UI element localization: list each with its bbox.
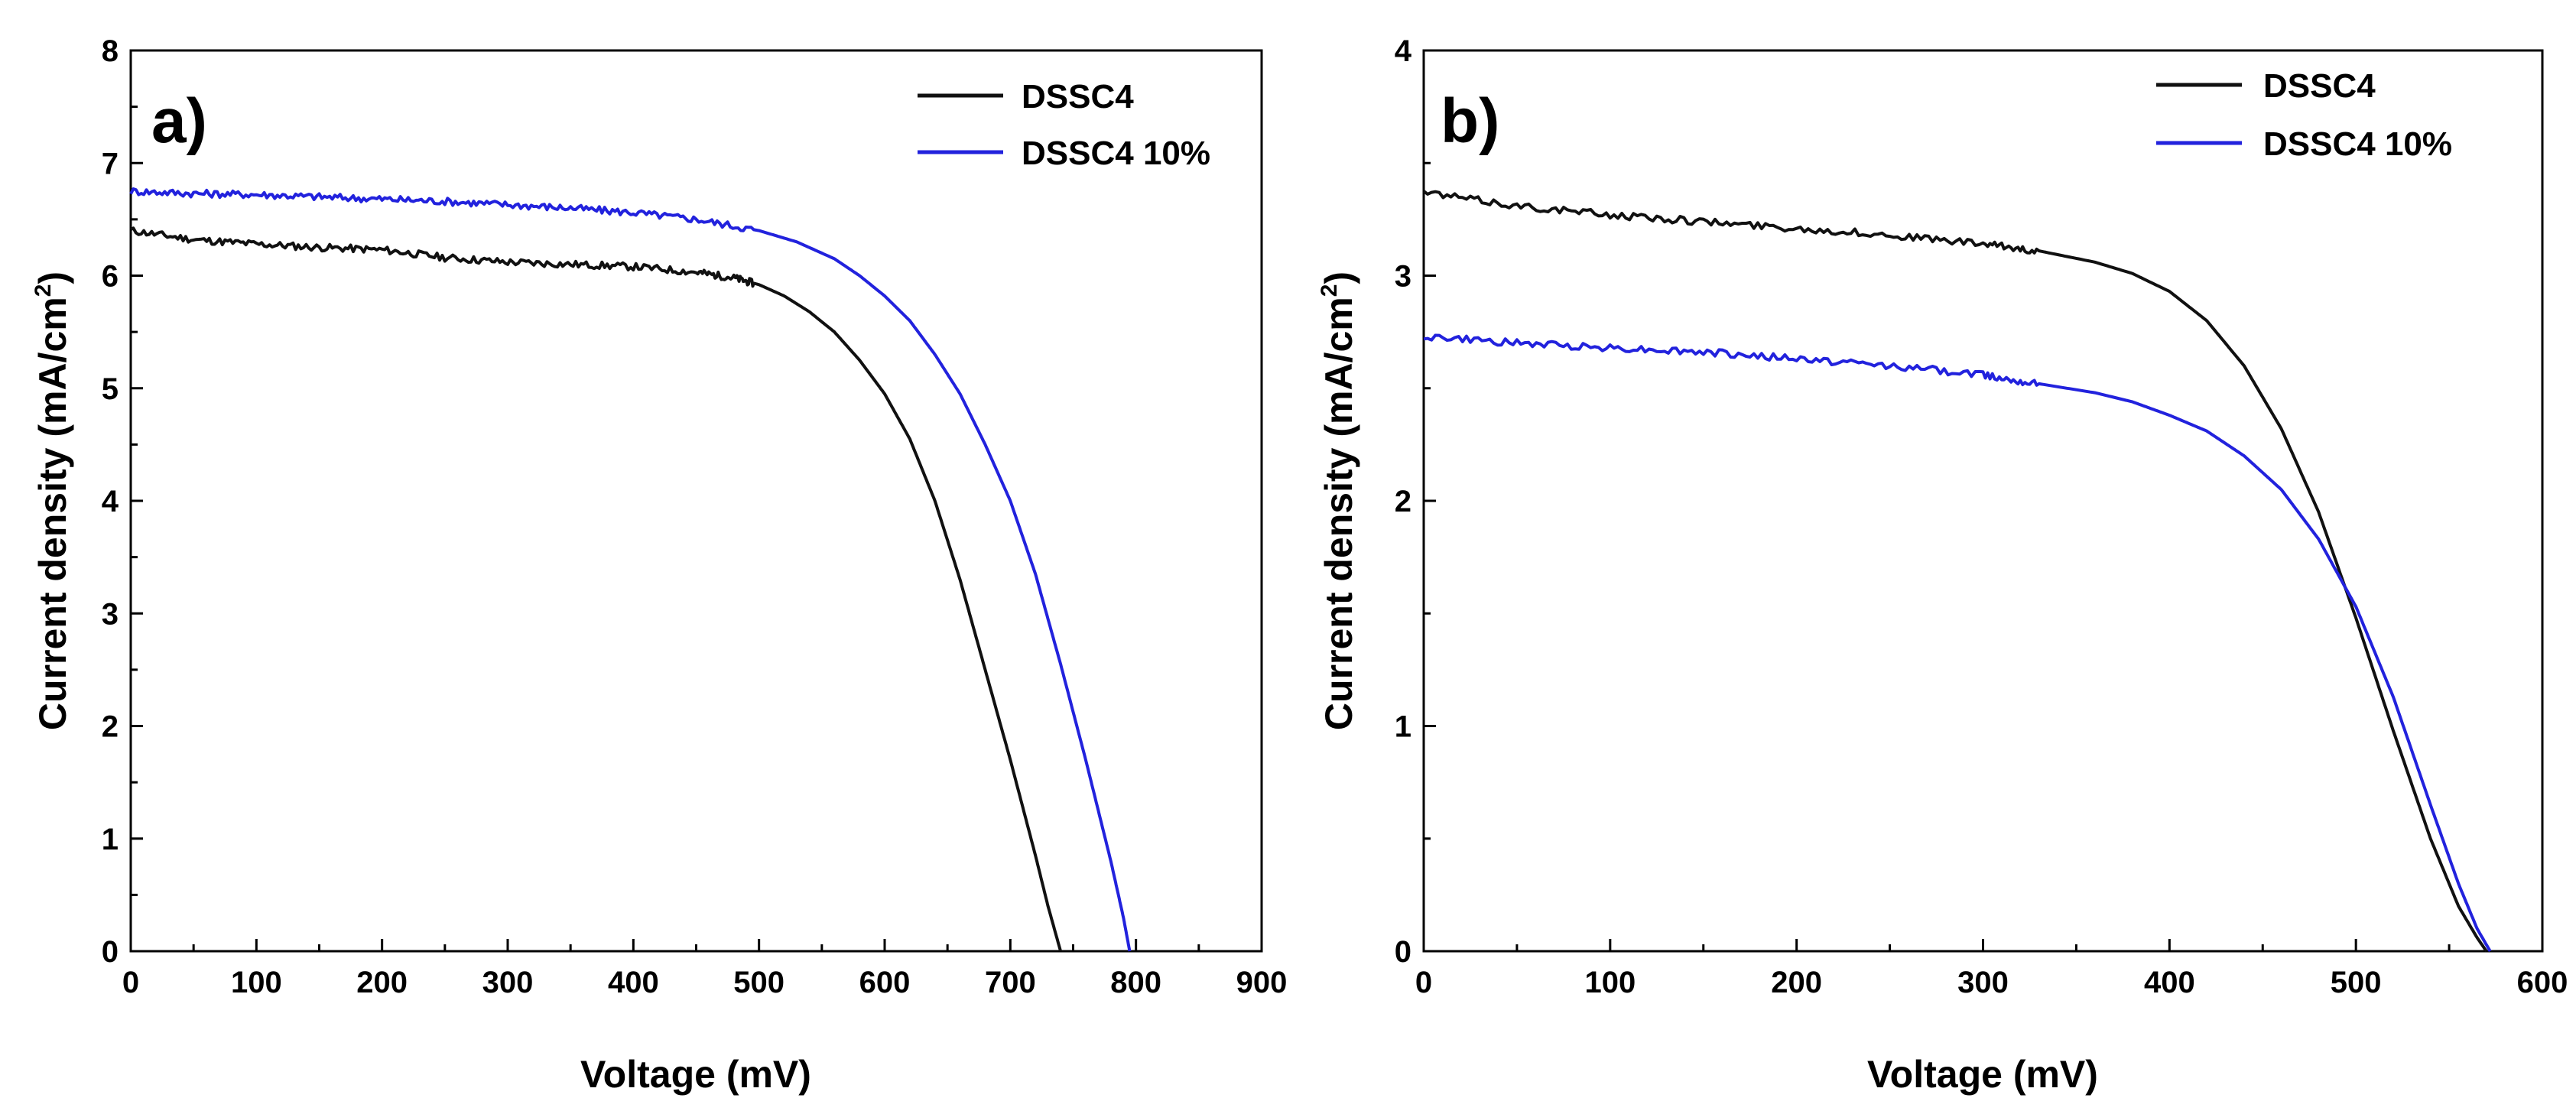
y-axis-title-text: Current density (mA/cm — [31, 297, 74, 730]
y-tick-layer: 0 1 2 3 4 — [1395, 34, 1436, 969]
y-tick-layer: 0 1 2 3 4 5 6 7 8 — [102, 34, 143, 969]
legend-label-dssc4-10: DSSC4 10% — [2263, 125, 2452, 163]
y-tick-label: 3 — [102, 597, 119, 631]
panel-label: b) — [1441, 86, 1499, 156]
y-tick-label: 8 — [102, 34, 119, 68]
legend: DSSC4 DSSC4 10% — [918, 78, 1210, 172]
x-tick-label: 400 — [2144, 966, 2195, 999]
y-tick-label: 2 — [1395, 485, 1411, 518]
panel-label: a) — [151, 86, 207, 156]
plot-frame — [129, 49, 1263, 953]
legend-label-dssc4: DSSC4 — [1022, 78, 1134, 115]
y-tick-label: 1 — [1395, 710, 1411, 744]
series-line-dssc4 — [130, 226, 1063, 952]
x-axis-title: Voltage (mV) — [580, 1053, 811, 1096]
y-tick-label: 7 — [102, 147, 119, 180]
chart-a: 0 100 200 300 400 500 600 700 800 900 0 1 2 3 4 5 6 7 8 a… — [31, 34, 1287, 1096]
y-axis-title: Current density (mA/cm2) — [1317, 271, 1360, 730]
y-axis-title-close: ) — [31, 271, 74, 284]
x-tick-label: 200 — [356, 966, 408, 999]
x-tick-label: 500 — [2331, 966, 2382, 999]
y-tick-label: 0 — [102, 935, 119, 969]
y-tick-label: 3 — [1395, 260, 1411, 294]
x-axis-title: Voltage (mV) — [1867, 1053, 2098, 1096]
x-tick-label: 400 — [608, 966, 659, 999]
y-axis-title-close: ) — [1317, 271, 1360, 284]
legend: DSSC4 DSSC4 10% — [2156, 67, 2452, 163]
legend-label-dssc4-10: DSSC4 10% — [1022, 135, 1210, 172]
x-tick-layer: 0 100 200 300 400 500 600 700 800 900 — [122, 939, 1288, 999]
y-axis-title-superscript: 2 — [31, 284, 56, 297]
y-tick-label: 0 — [1395, 935, 1411, 969]
y-tick-label: 5 — [102, 372, 119, 406]
x-tick-label: 100 — [231, 966, 282, 999]
chart-b: 0 100 200 300 400 500 600 0 1 2 3 4 b) DSSC4 DSSC4… — [1317, 34, 2568, 1096]
series-layer — [129, 187, 1132, 952]
x-tick-label: 300 — [482, 966, 534, 999]
x-tick-label: 600 — [859, 966, 911, 999]
x-tick-label: 800 — [1110, 966, 1161, 999]
y-tick-label: 1 — [102, 823, 119, 856]
y-tick-label: 4 — [102, 485, 119, 518]
y-axis-title-superscript: 2 — [1317, 284, 1342, 297]
series-line-dssc4-10 — [129, 187, 1132, 952]
x-tick-label: 600 — [2517, 966, 2568, 999]
y-axis-title: Current density (mA/cm2) — [31, 271, 74, 730]
series-line-dssc4-10 — [1423, 333, 2492, 953]
x-tick-label: 500 — [733, 966, 784, 999]
plot-frame — [1422, 49, 2544, 953]
x-tick-layer: 0 100 200 300 400 500 600 — [1415, 939, 2568, 999]
y-tick-label: 4 — [1395, 34, 1412, 68]
legend-label-dssc4: DSSC4 — [2263, 67, 2376, 105]
y-axis-title-text: Current density (mA/cm — [1317, 297, 1360, 730]
y-tick-label: 6 — [102, 260, 119, 294]
x-tick-label: 700 — [985, 966, 1036, 999]
series-line-dssc4 — [1422, 190, 2488, 953]
x-tick-label: 900 — [1236, 966, 1288, 999]
series-layer — [1422, 190, 2492, 953]
x-tick-label: 300 — [1957, 966, 2009, 999]
x-tick-label: 200 — [1771, 966, 1822, 999]
x-tick-label: 0 — [1415, 966, 1432, 999]
x-tick-label: 0 — [122, 966, 139, 999]
x-tick-label: 100 — [1584, 966, 1636, 999]
y-tick-label: 2 — [102, 710, 119, 744]
